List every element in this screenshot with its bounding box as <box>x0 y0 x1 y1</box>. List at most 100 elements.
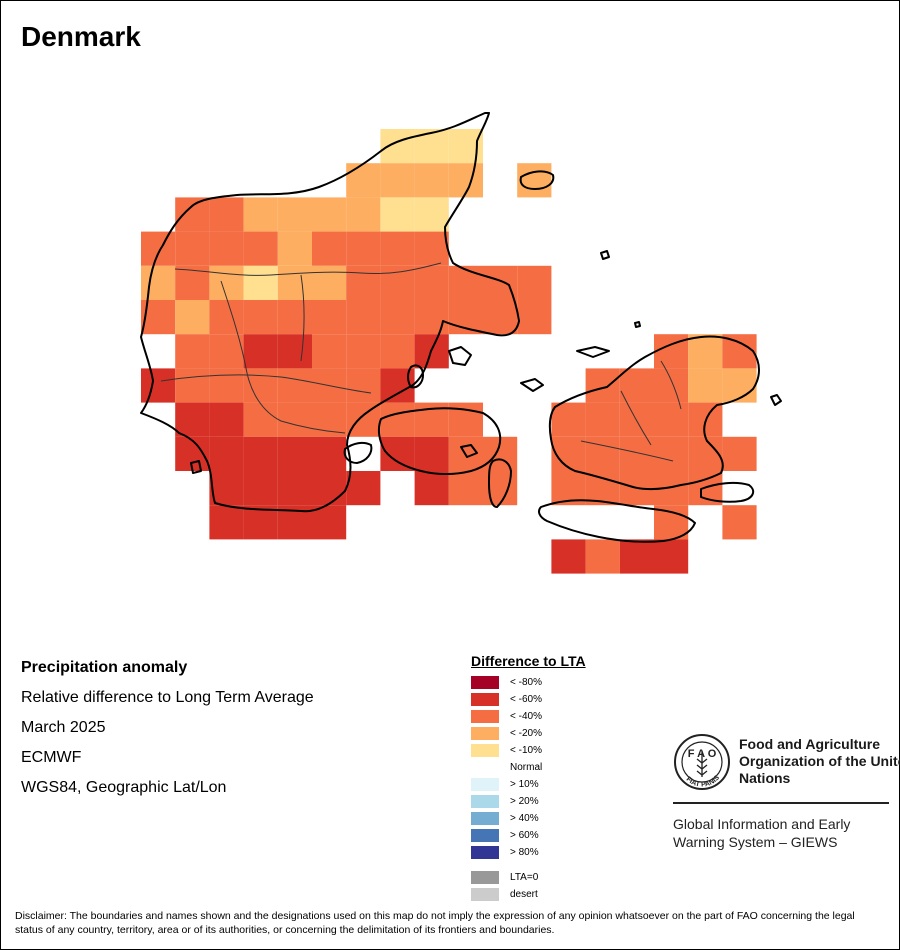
anomaly-cell <box>585 471 620 506</box>
info-measure: Relative difference to Long Term Average <box>21 689 314 706</box>
legend-swatch <box>471 710 499 723</box>
anomaly-cell <box>175 197 210 232</box>
anomaly-cell <box>380 231 415 266</box>
anomaly-cell <box>414 163 449 198</box>
anomaly-cell <box>346 265 381 300</box>
anomaly-cell <box>722 368 757 403</box>
region-borders <box>160 262 682 462</box>
anomaly-cell <box>585 368 620 403</box>
legend-swatch <box>471 761 499 774</box>
info-variable: Precipitation anomaly <box>21 659 188 676</box>
anomaly-cell <box>209 471 244 506</box>
legend-item: < -20% <box>471 725 586 742</box>
anomaly-cell <box>141 368 176 403</box>
anomaly-cell <box>448 265 483 300</box>
anomaly-cell <box>619 402 654 437</box>
anomaly-cell <box>277 334 312 369</box>
anomaly-cell <box>312 231 347 266</box>
anomaly-cell <box>517 300 552 335</box>
legend-item: < -10% <box>471 742 586 759</box>
anomaly-cell <box>585 539 620 574</box>
anomaly-cell <box>209 368 244 403</box>
anomaly-cell <box>346 334 381 369</box>
anomaly-cell <box>209 436 244 471</box>
anomaly-cell <box>688 368 723 403</box>
anomaly-cell <box>585 436 620 471</box>
anomaly-cell <box>175 334 210 369</box>
anomaly-cell <box>619 368 654 403</box>
legend-label: > 20% <box>510 796 539 807</box>
anomaly-cell <box>483 300 518 335</box>
anomaly-cell <box>380 197 415 232</box>
anomaly-cell <box>312 334 347 369</box>
legend-item: > 20% <box>471 793 586 810</box>
anomaly-cell <box>243 231 278 266</box>
anomaly-cell <box>380 265 415 300</box>
anomaly-cell <box>380 436 415 471</box>
legend-item: > 10% <box>471 776 586 793</box>
anomaly-cell <box>209 197 244 232</box>
anomaly-cell <box>312 265 347 300</box>
anomaly-grid <box>141 129 757 574</box>
legend-item: < -40% <box>471 708 586 725</box>
anomaly-cell <box>209 505 244 540</box>
anomaly-cell <box>722 334 757 369</box>
anomaly-cell <box>243 471 278 506</box>
anomaly-cell <box>209 265 244 300</box>
info-period: March 2025 <box>21 719 106 736</box>
legend-label: < -40% <box>510 711 542 722</box>
legend-swatch <box>471 693 499 706</box>
anomaly-cell <box>346 471 381 506</box>
legend-item: desert <box>471 886 586 903</box>
legend-label: > 80% <box>510 847 539 858</box>
anomaly-cell <box>654 539 689 574</box>
anomaly-cell <box>209 231 244 266</box>
anomaly-cell <box>722 436 757 471</box>
anomaly-cell <box>414 265 449 300</box>
legend-label: desert <box>510 889 538 900</box>
anomaly-cell <box>243 197 278 232</box>
anomaly-cell <box>346 368 381 403</box>
anomaly-cell <box>414 436 449 471</box>
disclaimer: Disclaimer: The boundaries and names sho… <box>15 910 855 936</box>
anomaly-cell <box>551 436 586 471</box>
country-outline <box>140 112 782 543</box>
anomaly-cell <box>312 471 347 506</box>
legend-swatch <box>471 812 499 825</box>
anomaly-cell <box>277 436 312 471</box>
anomaly-cell <box>277 231 312 266</box>
anomaly-cell <box>380 163 415 198</box>
anomaly-cell <box>380 402 415 437</box>
giews-label: Global Information and Early Warning Sys… <box>673 816 851 850</box>
anomaly-cell <box>312 505 347 540</box>
legend: Difference to LTA < -80% < -60% < -40% < -2… <box>471 653 586 903</box>
legend-label: < -80% <box>510 677 542 688</box>
anomaly-cell <box>312 436 347 471</box>
anomaly-cell <box>277 300 312 335</box>
legend-swatch <box>471 744 499 757</box>
anomaly-cell <box>517 163 552 198</box>
anomaly-cell <box>277 265 312 300</box>
anomaly-cell <box>346 163 381 198</box>
anomaly-cell <box>141 265 176 300</box>
legend-item: LTA=0 <box>471 869 586 886</box>
anomaly-cell <box>619 436 654 471</box>
legend-swatch <box>471 888 499 901</box>
anomaly-cell <box>243 505 278 540</box>
anomaly-cell <box>141 231 176 266</box>
anomaly-cell <box>277 402 312 437</box>
anomaly-cell <box>654 334 689 369</box>
legend-item: > 80% <box>471 844 586 861</box>
anomaly-cell <box>175 231 210 266</box>
anomaly-cell <box>517 265 552 300</box>
anomaly-cell <box>414 231 449 266</box>
info-projection: WGS84, Geographic Lat/Lon <box>21 779 227 796</box>
anomaly-cell <box>346 197 381 232</box>
legend-label: Normal <box>510 762 543 773</box>
legend-item: Normal <box>471 759 586 776</box>
map-title: Denmark <box>21 21 141 52</box>
anomaly-cell <box>380 300 415 335</box>
legend-swatch <box>471 727 499 740</box>
anomaly-cell <box>448 471 483 506</box>
anomaly-cell <box>654 436 689 471</box>
